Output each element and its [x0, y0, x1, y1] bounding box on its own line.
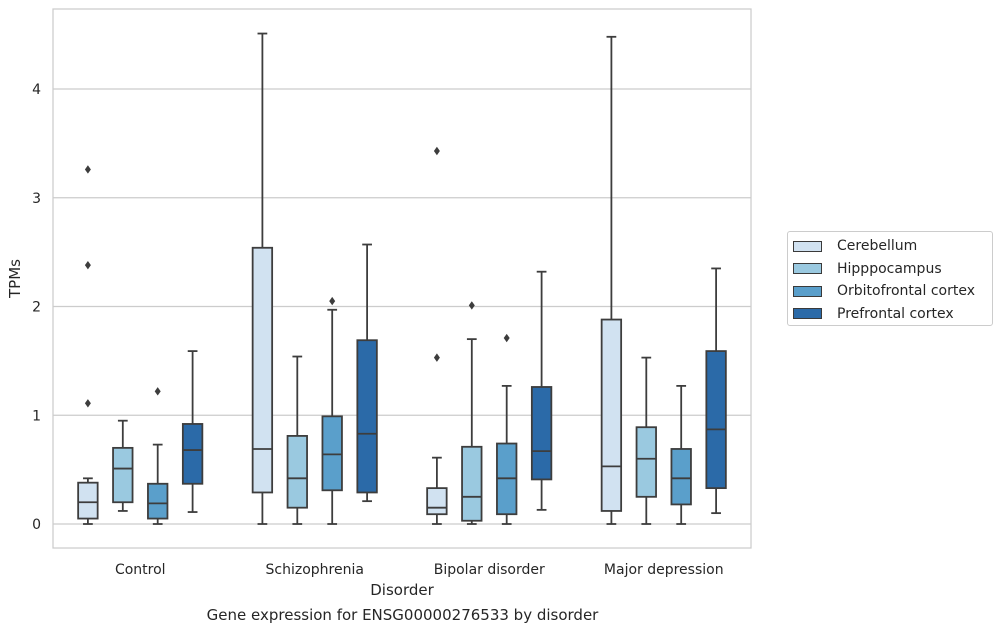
y-tick-label: 2 — [32, 300, 41, 316]
box-hipppocampus — [286, 355, 308, 525]
box-marks — [77, 32, 727, 525]
grid-lines — [53, 88, 751, 525]
outlier-point — [84, 399, 91, 408]
plot-border — [52, 8, 752, 549]
box-prefrontal-cortex — [181, 350, 204, 513]
box-hipppocampus — [635, 356, 657, 525]
box — [181, 423, 204, 485]
box-cerebellum — [600, 35, 623, 525]
outlier-point — [468, 301, 475, 310]
box-cerebellum — [77, 165, 99, 525]
box-prefrontal-cortex — [530, 270, 553, 511]
x-tick-label: Control — [115, 562, 166, 578]
legend-swatch — [793, 308, 822, 320]
box — [670, 448, 692, 506]
legend-label: Orbitofrontal cortex — [837, 283, 975, 300]
x-tick-label: Schizophrenia — [266, 562, 364, 578]
legend-swatch — [793, 240, 822, 252]
box-prefrontal-cortex — [356, 243, 378, 503]
legend-label: Hipppocampus — [837, 260, 942, 277]
legend-swatch — [793, 263, 822, 275]
y-tick-label: 1 — [32, 408, 41, 424]
outlier-point — [329, 296, 336, 306]
box — [356, 339, 378, 494]
y-tick-label: 4 — [32, 82, 41, 98]
legend-swatch — [793, 285, 822, 297]
box — [635, 426, 657, 498]
y-tick-label: 3 — [32, 191, 41, 207]
tick-labels: 0 1 2 3 4 Control Schizophrenia Bipolar disorde… — [32, 82, 724, 578]
plot-area — [53, 9, 751, 548]
x-axis-label: Disorder — [370, 581, 434, 599]
box — [112, 446, 134, 504]
box-prefrontal-cortex — [705, 267, 727, 515]
box-orbitofrontal-cortex — [496, 333, 518, 525]
x-tick-label: Bipolar disorder — [434, 562, 545, 578]
legend-item-cerebellum: Cerebellum — [788, 235, 992, 258]
legend-item-orbitofrontal-cortex: Orbitofrontal cortex — [788, 280, 992, 303]
box-hipppocampus — [461, 301, 483, 525]
y-tick-label: 0 — [32, 517, 41, 533]
legend-label: Prefrontal cortex — [837, 305, 954, 322]
box — [426, 487, 448, 516]
chart-title: Gene expression for ENSG00000276533 by d… — [206, 606, 599, 624]
box-orbitofrontal-cortex — [321, 296, 343, 525]
outlier-point — [433, 146, 440, 156]
box-cerebellum — [426, 146, 448, 525]
y-axis-label: TPMs — [6, 259, 24, 299]
box — [705, 350, 727, 490]
outlier-point — [84, 260, 91, 270]
box-hipppocampus — [112, 419, 134, 512]
box — [321, 415, 343, 492]
legend-item-prefrontal-cortex: Prefrontal cortex — [788, 303, 992, 326]
box — [77, 481, 99, 520]
box — [461, 445, 483, 522]
legend-item-hippocampus: Hipppocampus — [788, 258, 992, 281]
outlier-point — [433, 353, 440, 362]
x-tick-label: Major depression — [604, 562, 724, 578]
box — [286, 435, 308, 509]
box-orbitofrontal-cortex — [147, 387, 169, 525]
box-orbitofrontal-cortex — [670, 384, 692, 525]
outlier-point — [154, 387, 161, 396]
box — [600, 318, 623, 512]
box-cerebellum — [251, 32, 274, 525]
box — [251, 246, 274, 494]
outlier-point — [84, 165, 91, 174]
box — [147, 482, 169, 520]
outlier-point — [503, 333, 510, 343]
legend: Cerebellum Hipppocampus Orbitofrontal co… — [787, 231, 993, 326]
box — [530, 386, 553, 481]
legend-label: Cerebellum — [837, 238, 918, 255]
